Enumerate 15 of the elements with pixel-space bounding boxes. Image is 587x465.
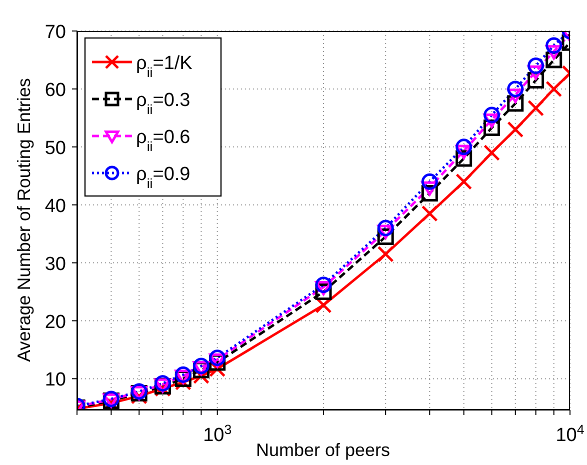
x-axis-title: Number of peers bbox=[256, 440, 390, 460]
x-tick-label: 10$^{4}$ bbox=[556, 422, 584, 446]
y-axis-title: Average Number of Routing Entries bbox=[14, 78, 34, 362]
y-tick-label: 60 bbox=[44, 80, 66, 101]
legend-label: ρ$_{ii}$=0.3 bbox=[136, 90, 190, 116]
legend-label: ρ$_{ii}$=0.9 bbox=[136, 164, 190, 190]
legend-label: ρ$_{ii}$=0.6 bbox=[136, 127, 190, 154]
y-tick-label: 30 bbox=[44, 254, 66, 275]
x-tick-label: 10$^{3}$ bbox=[203, 422, 232, 446]
y-tick-label: 40 bbox=[44, 196, 66, 217]
y-tick-label: 20 bbox=[44, 312, 66, 333]
y-tick-label: 70 bbox=[44, 22, 66, 43]
y-tick-label: 10 bbox=[44, 370, 66, 391]
y-tick-label: 50 bbox=[44, 138, 66, 159]
legend-label: ρ$_{ii}$=1/K bbox=[136, 53, 193, 80]
